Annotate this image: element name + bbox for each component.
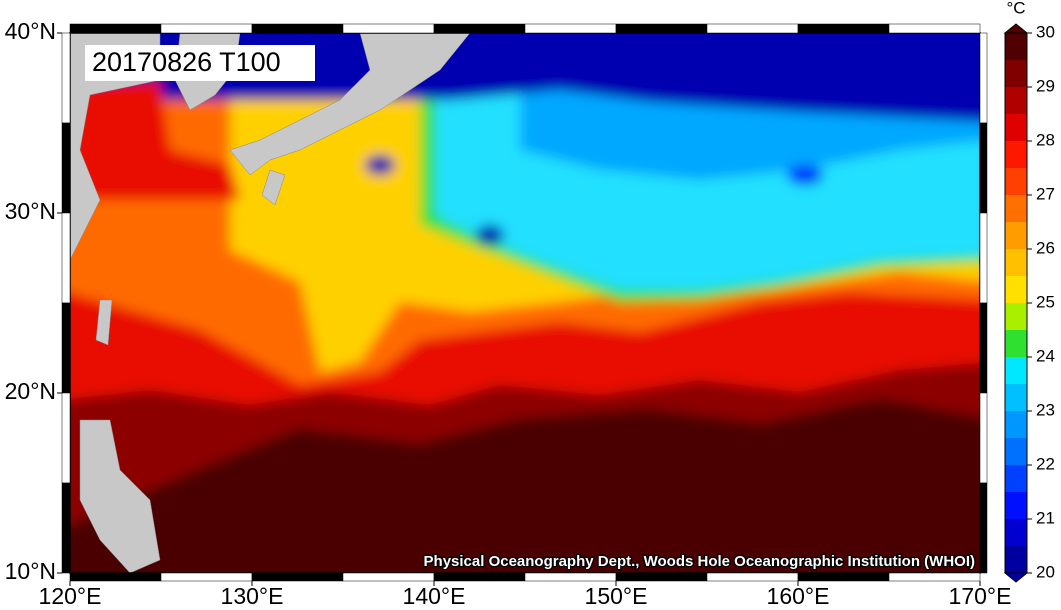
border-cell: [61, 482, 71, 574]
colorbar-label: 20: [1036, 562, 1055, 581]
border-cell: [979, 302, 988, 394]
colorbar-swatch: [1005, 168, 1027, 195]
border-cell: [979, 122, 988, 214]
border-cell: [61, 392, 71, 484]
colorbar-unit: °C: [1006, 0, 1025, 17]
title-box: [85, 45, 315, 81]
border-cell: [433, 23, 526, 34]
border-cell: [69, 572, 162, 582]
border-cell: [69, 23, 162, 34]
colorbar-swatch: [1005, 330, 1027, 357]
border-cell: [979, 212, 988, 304]
border-cell: [797, 23, 890, 34]
lon-label: 130°E: [221, 583, 284, 609]
border-cell: [706, 572, 799, 582]
colorbar-swatch: [1005, 303, 1027, 330]
colorbar-label: 22: [1036, 454, 1055, 473]
colorbar-label: 28: [1036, 130, 1055, 149]
colorbar-label: 21: [1036, 508, 1055, 527]
colorbar: 20 21 22 23 24 25 26 27 28 29 30: [1003, 22, 1055, 583]
lon-label: 160°E: [767, 583, 830, 609]
colorbar-label: 29: [1036, 76, 1055, 95]
lat-label: 10°N: [5, 558, 56, 584]
border-cell: [706, 23, 799, 34]
colorbar-swatch: [1005, 357, 1027, 384]
border-cell: [524, 572, 617, 582]
colorbar-swatch: [1005, 546, 1027, 573]
border-cell: [160, 23, 253, 34]
colorbar-arrow: [1003, 572, 1029, 583]
border-cell: [888, 572, 981, 582]
colorbar-swatch: [1005, 195, 1027, 222]
lon-label: 150°E: [585, 583, 648, 609]
border-cell: [979, 392, 988, 484]
border-cell: [251, 572, 344, 582]
border-cell: [251, 23, 344, 34]
temperature-field: [70, 33, 980, 573]
colorbar-swatch: [1005, 114, 1027, 141]
border-cell: [342, 572, 435, 582]
border-cell: [979, 482, 988, 574]
lat-label: 20°N: [5, 378, 56, 404]
border-cell: [61, 302, 71, 394]
lon-label: 120°E: [39, 583, 102, 609]
colorbar-swatch: [1005, 465, 1027, 492]
colorbar-swatch: [1005, 222, 1027, 249]
colorbar-swatch: [1005, 249, 1027, 276]
colorbar-swatch: [1005, 519, 1027, 546]
border-cell: [797, 572, 890, 582]
colorbar-label: 23: [1036, 400, 1055, 419]
lon-label: 170°E: [949, 583, 1012, 609]
border-cell: [888, 23, 981, 34]
colorbar-swatch: [1005, 438, 1027, 465]
border-cell: [615, 23, 708, 34]
border-cell: [61, 32, 71, 124]
colorbar-label: 24: [1036, 346, 1055, 365]
colorbar-label: 26: [1036, 238, 1055, 257]
colorbar-swatch: [1005, 411, 1027, 438]
border-cell: [160, 572, 253, 582]
colorbar-label: 27: [1036, 184, 1055, 203]
border-cell: [524, 23, 617, 34]
map-title: 20170826 T100: [92, 47, 281, 77]
colorbar-swatch: [1005, 141, 1027, 168]
colorbar-swatch: [1005, 384, 1027, 411]
lon-label: 140°E: [403, 583, 466, 609]
lat-label: 40°N: [5, 18, 56, 44]
checker-border: [61, 23, 988, 582]
border-cell: [61, 122, 71, 214]
border-cell: [342, 23, 435, 34]
colorbar-swatch: [1005, 60, 1027, 87]
border-cell: [61, 212, 71, 304]
colorbar-swatch: [1005, 276, 1027, 303]
credit: Physical Oceanography Dept., Woods Hole …: [424, 553, 975, 570]
border-cell: [433, 572, 526, 582]
colorbar-swatch: [1005, 33, 1027, 60]
colorbar-arrow: [1003, 23, 1029, 34]
colorbar-label: 25: [1036, 292, 1055, 311]
lat-label: 30°N: [5, 198, 56, 224]
colorbar-swatch: [1005, 87, 1027, 114]
colorbar-label: 30: [1036, 22, 1055, 41]
border-cell: [979, 32, 988, 124]
colorbar-swatch: [1005, 492, 1027, 519]
border-cell: [615, 572, 708, 582]
